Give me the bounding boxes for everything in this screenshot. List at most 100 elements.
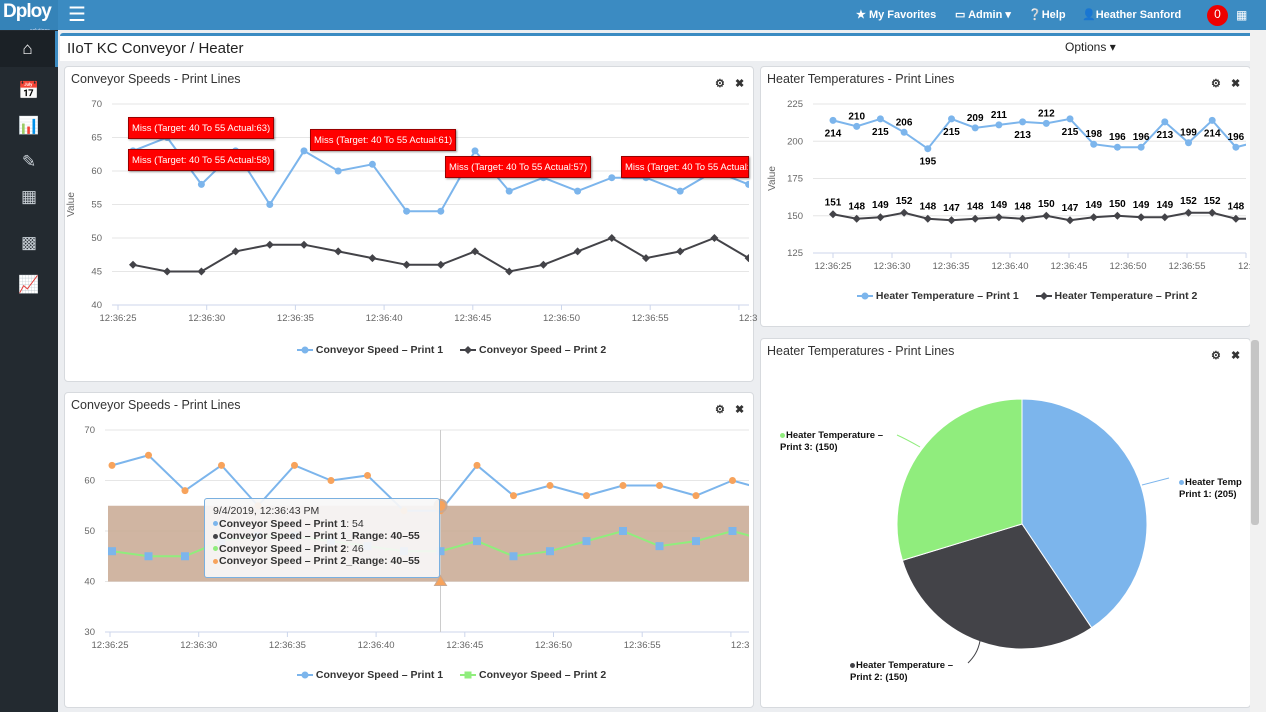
help-link[interactable]: ❔Help — [1028, 8, 1066, 21]
user-icon: 👤 — [1082, 9, 1096, 21]
legend-item[interactable]: Conveyor Speed – Print 2 — [460, 344, 606, 356]
data-point — [1137, 213, 1146, 222]
home-icon[interactable]: ⌂ — [0, 31, 58, 67]
data-point — [607, 234, 616, 242]
heater-temperature-line-chart: 125 150 175 200 225 12:36:25 12:36:30 12:36:35 1… — [767, 99, 1257, 272]
dploy-logo[interactable]: Dploysolutions — [0, 0, 58, 34]
my-favorites-link[interactable]: ★ My Favorites — [856, 8, 936, 21]
x-tick-label: 12:36:40 — [992, 261, 1029, 272]
y-tick-label: 45 — [91, 267, 102, 278]
legend-label: Conveyor Speed – Print 2 — [478, 669, 607, 681]
range-low-marker — [433, 574, 448, 586]
data-point — [546, 547, 554, 556]
data-point — [971, 214, 980, 223]
data-point — [197, 267, 206, 276]
star-icon: ★ — [856, 9, 866, 21]
user-menu[interactable]: 👤Heather Sanford — [1082, 8, 1181, 21]
data-point — [574, 187, 582, 195]
pie-label-value: Print 1: (205) — [1179, 489, 1237, 500]
legend-item[interactable]: Conveyor Speed – Print 1 — [297, 344, 443, 356]
scrollbar-thumb[interactable] — [1251, 340, 1259, 525]
data-point — [1161, 118, 1169, 126]
data-point — [1232, 143, 1240, 151]
favorites-label: My Favorites — [868, 9, 937, 21]
gear-icon[interactable]: ⚙ — [1211, 78, 1221, 90]
close-icon[interactable]: ✖ — [1231, 350, 1241, 362]
panel-title: Conveyor Speeds - Print Lines — [71, 398, 241, 412]
calendar-check-icon[interactable]: 📅 — [18, 81, 40, 100]
gear-icon[interactable]: ⚙ — [715, 78, 725, 90]
caret-down-icon: ▾ — [1109, 40, 1116, 54]
legend-item[interactable]: Conveyor Speed – Print 2 — [460, 669, 606, 681]
sidebar: ⌂ 📅 📊 ✎ ▦ ▩ 📈 — [0, 30, 58, 712]
data-point — [608, 174, 616, 182]
pie-label-line: Heater Temperature – — [856, 660, 953, 671]
admin-dropdown[interactable]: ▭ Admin ▾ — [955, 8, 1011, 21]
close-icon[interactable]: ✖ — [735, 78, 745, 90]
close-icon[interactable]: ✖ — [1231, 78, 1241, 90]
data-point — [583, 492, 590, 500]
gear-icon[interactable]: ⚙ — [1211, 350, 1221, 362]
notification-badge[interactable]: 0 — [1207, 5, 1228, 26]
bar-chart-icon[interactable]: 📊 — [18, 116, 40, 135]
data-label: 213 — [1156, 130, 1173, 141]
legend-item[interactable]: Conveyor Speed – Print 1 — [297, 669, 443, 681]
series-dot — [213, 558, 218, 564]
tooltip-row: Conveyor Speed – Print 2: 46 — [213, 543, 431, 556]
pie-label-line: Heater Temperature – — [786, 430, 883, 441]
data-point — [265, 240, 274, 249]
y-tick-label: 60 — [91, 166, 102, 177]
close-icon[interactable]: ✖ — [735, 404, 745, 416]
x-tick-label: 12:36:25 — [92, 640, 129, 651]
conveyor-speeds-panel-1: Conveyor Speeds - Print Lines ⚙ ✖ 40 45 50… — [64, 66, 758, 382]
data-point — [994, 213, 1003, 222]
cubes-icon[interactable]: ▦ — [20, 187, 38, 206]
data-label: 148 — [1228, 202, 1245, 213]
data-point — [900, 208, 909, 217]
legend-item[interactable]: Heater Temperature – Print 1 — [857, 290, 1019, 302]
series-2 — [829, 208, 1246, 225]
data-point — [1160, 213, 1169, 222]
series-dot — [213, 533, 218, 539]
data-label: 215 — [1062, 127, 1079, 138]
edit-icon[interactable]: ✎ — [21, 152, 37, 171]
data-point — [1018, 214, 1027, 223]
data-label: 147 — [1062, 203, 1079, 214]
x-tick-label: 12:3 — [739, 313, 758, 324]
x-tick-label: 12:3 — [731, 640, 750, 651]
data-label: 214 — [1204, 128, 1221, 139]
y-tick-label: 60 — [84, 476, 95, 487]
data-label: 196 — [1109, 132, 1126, 143]
x-tick-label: 12:36:50 — [1110, 261, 1147, 272]
data-label: 196 — [1228, 132, 1245, 143]
data-label: 149 — [872, 200, 889, 211]
help-label: Help — [1041, 9, 1066, 21]
data-point — [1113, 211, 1122, 220]
data-point — [923, 214, 932, 223]
data-point — [655, 542, 664, 551]
gear-icon[interactable]: ⚙ — [715, 404, 725, 416]
line-chart-icon[interactable]: 📈 — [18, 275, 40, 294]
y-tick-label: 70 — [91, 99, 102, 110]
data-point — [692, 537, 700, 546]
data-point — [924, 145, 932, 153]
miss-annotation: Miss (Target: 40 To 55 Actual:58) — [128, 149, 275, 171]
y-tick-label: 65 — [91, 133, 102, 144]
data-point — [181, 552, 189, 561]
conveyor-speed-line-chart: 40 45 50 55 60 65 70 12:36:25 12:36:30 12:36:35 12… — [66, 99, 758, 324]
hamburger-icon[interactable]: ☰ — [68, 4, 86, 26]
legend-item[interactable]: Heater Temperature – Print 2 — [1035, 290, 1198, 302]
legend-label: Heater Temperature – Print 2 — [1054, 290, 1198, 302]
options-dropdown[interactable]: Options ▾ — [1065, 40, 1116, 54]
data-point — [745, 180, 749, 188]
data-point — [1137, 143, 1145, 151]
data-point — [334, 167, 342, 175]
data-point — [291, 461, 298, 469]
series-dot — [213, 546, 218, 552]
grid-icon[interactable]: ▦ — [1236, 8, 1248, 22]
data-point — [334, 247, 343, 256]
data-label: 150 — [1038, 199, 1055, 210]
router-icon[interactable]: ▩ — [20, 233, 38, 252]
pie-slice — [1021, 398, 1148, 629]
data-point — [948, 115, 955, 123]
